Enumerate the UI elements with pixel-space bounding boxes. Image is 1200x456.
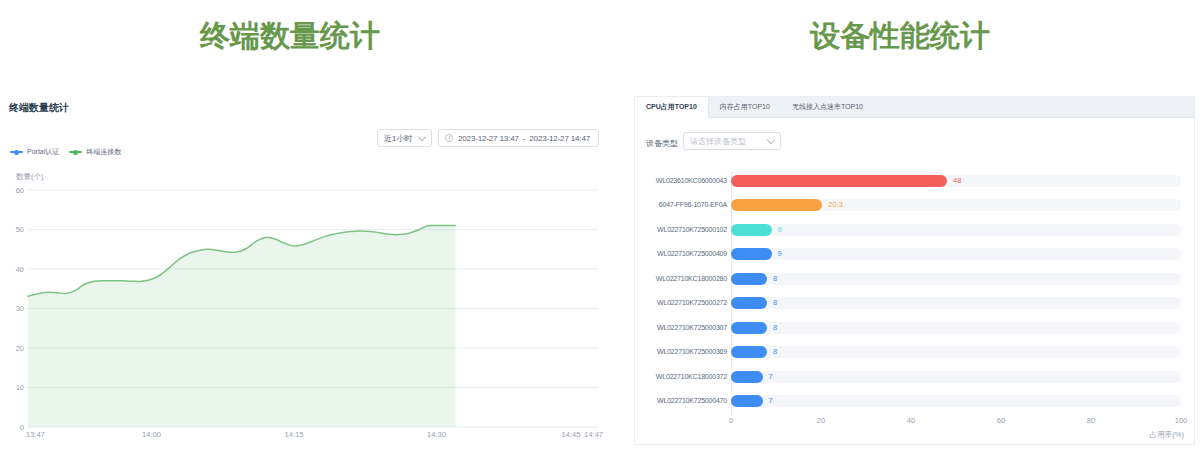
bar-value: 7 <box>769 371 773 383</box>
chart-legend: Portal认证 终端连接数 <box>10 147 121 157</box>
bar-fill <box>731 322 767 334</box>
bar-category-label: WL022710K725000369 <box>635 346 727 358</box>
bar-track <box>731 322 1181 334</box>
legend-label: 终端连接数 <box>86 147 121 157</box>
bar-fill <box>731 297 767 309</box>
x-axis-tick: 0 <box>729 416 733 425</box>
bar-category-label: WL022710KC18000280 <box>635 273 727 285</box>
legend-marker <box>69 151 82 153</box>
bar-category-label: 6047-FF96-1070-EF0A <box>635 199 727 211</box>
date-range-start: 2023-12-27 13:47 <box>458 134 519 143</box>
bar-category-label: WL022710K725000272 <box>635 297 727 309</box>
svg-text:14:45: 14:45 <box>562 430 581 439</box>
bar-value: 48 <box>953 175 961 187</box>
legend-item-0[interactable]: Portal认证 <box>10 147 59 157</box>
bar-category-label: WL022710KC18000372 <box>635 371 727 383</box>
x-axis-title: 占用率(%) <box>635 430 1184 440</box>
bar-value: 20.3 <box>828 199 843 211</box>
bar-track <box>731 297 1181 309</box>
terminal-count-panel: 终端数量统计 终端数量统计 近1小时 2023-12-27 13:47 - 20… <box>0 0 600 456</box>
bar-value: 7 <box>769 395 773 407</box>
svg-text:40: 40 <box>16 265 24 274</box>
bar-category-label: WL022710K725000307 <box>635 322 727 334</box>
bar-fill <box>731 273 767 285</box>
bar-track <box>731 248 1181 260</box>
cpu-top10-bar-chart: WL023610KC06000043 48 6047-FF96-1070-EF0A 2… <box>635 97 1194 444</box>
bar-track <box>731 346 1181 358</box>
x-axis-tick: 20 <box>817 416 825 425</box>
bar-track <box>731 224 1181 236</box>
bar-track <box>731 371 1181 383</box>
bar-value: 8 <box>773 273 777 285</box>
svg-text:50: 50 <box>16 225 24 234</box>
clock-icon <box>445 134 453 142</box>
date-range-separator: - <box>523 134 526 143</box>
bar-value: 8 <box>773 322 777 334</box>
bar-category-label: WL022710K725000470 <box>635 395 727 407</box>
right-big-title: 设备性能统计 <box>600 16 1200 57</box>
performance-tabs-card: CPU占用TOP10内存占用TOP10无线接入点速率TOP10 设备类型 请选择… <box>634 96 1195 445</box>
svg-text:10: 10 <box>16 383 24 392</box>
terminal-count-line-chart: 0 10 20 30 40 50 60 数量(个) 13:47 14:00 14:15 14:30 14… <box>0 165 610 456</box>
svg-text:14:30: 14:30 <box>427 430 446 439</box>
bar-category-label: WL023610KC06000043 <box>635 175 727 187</box>
bar-track <box>731 273 1181 285</box>
time-range-select[interactable]: 近1小时 <box>377 129 432 147</box>
left-big-title: 终端数量统计 <box>0 16 580 57</box>
bar-fill <box>731 224 772 236</box>
chevron-down-icon <box>418 133 426 141</box>
bar-value: 8 <box>773 346 777 358</box>
bar-track <box>731 395 1181 407</box>
svg-text:30: 30 <box>16 304 24 313</box>
legend-label: Portal认证 <box>27 147 59 157</box>
bar-fill <box>731 175 947 187</box>
bar-fill <box>731 248 772 260</box>
svg-text:14:00: 14:00 <box>142 430 161 439</box>
dashboard-page: 终端数量统计 终端数量统计 近1小时 2023-12-27 13:47 - 20… <box>0 0 1200 456</box>
bar-fill <box>731 346 767 358</box>
svg-text:60: 60 <box>16 186 24 195</box>
x-axis-tick: 100 <box>1175 416 1188 425</box>
bar-category-label: WL022710K725000409 <box>635 248 727 260</box>
svg-text:14:15: 14:15 <box>285 430 304 439</box>
time-range-value: 近1小时 <box>384 133 412 144</box>
x-axis-tick: 40 <box>907 416 915 425</box>
bar-value: 9 <box>778 224 782 236</box>
left-section-title: 终端数量统计 <box>9 101 69 115</box>
x-axis-tick: 60 <box>997 416 1005 425</box>
bar-value: 8 <box>773 297 777 309</box>
svg-text:数量(个): 数量(个) <box>16 172 44 181</box>
date-range-end: 2023-12-27 14:47 <box>529 134 590 143</box>
bar-category-label: WL022710K725000102 <box>635 224 727 236</box>
date-range-picker[interactable]: 2023-12-27 13:47 - 2023-12-27 14:47 <box>438 129 599 147</box>
bar-fill <box>731 371 763 383</box>
legend-marker <box>10 151 23 153</box>
device-performance-panel: 设备性能统计 CPU占用TOP10内存占用TOP10无线接入点速率TOP10 设… <box>600 0 1200 456</box>
bar-fill <box>731 199 822 211</box>
bar-fill <box>731 395 763 407</box>
legend-item-1[interactable]: 终端连接数 <box>69 147 121 157</box>
svg-text:20: 20 <box>16 344 24 353</box>
svg-text:0: 0 <box>20 423 24 432</box>
svg-text:13:47: 13:47 <box>26 430 45 439</box>
x-axis-tick: 80 <box>1087 416 1095 425</box>
bar-value: 9 <box>778 248 782 260</box>
